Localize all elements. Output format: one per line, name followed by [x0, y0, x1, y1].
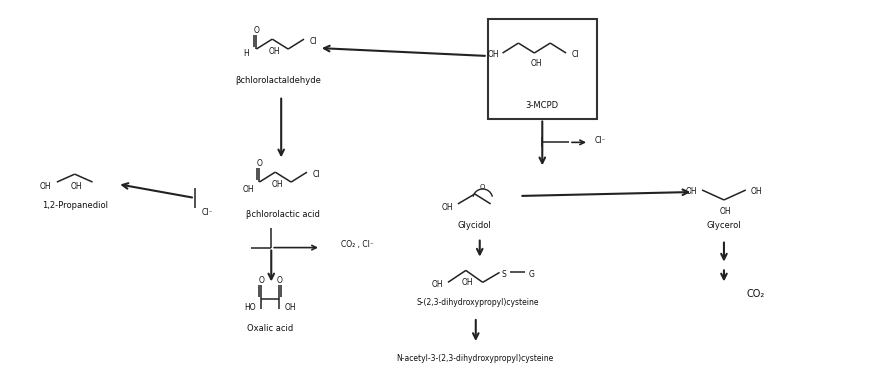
- Text: OH: OH: [462, 278, 473, 287]
- Text: S: S: [501, 270, 505, 279]
- Text: CO₂: CO₂: [746, 289, 764, 299]
- Text: H: H: [244, 49, 249, 57]
- Text: O: O: [276, 276, 282, 285]
- Text: OH: OH: [268, 46, 280, 56]
- Text: OH: OH: [530, 59, 541, 69]
- Text: OH: OH: [719, 207, 731, 216]
- Text: Glycerol: Glycerol: [706, 221, 741, 230]
- Text: OH: OH: [271, 180, 283, 188]
- Text: OH: OH: [284, 303, 296, 312]
- Text: Glycidol: Glycidol: [457, 221, 491, 230]
- Text: βchlorolactic acid: βchlorolactic acid: [246, 210, 320, 219]
- Text: N-acetyl-3-(2,3-dihydroxypropyl)cysteine: N-acetyl-3-(2,3-dihydroxypropyl)cysteine: [396, 354, 553, 363]
- Text: Cl: Cl: [571, 51, 579, 59]
- Text: Oxalic acid: Oxalic acid: [247, 324, 293, 334]
- Text: OH: OH: [431, 280, 442, 289]
- Text: OH: OH: [71, 182, 82, 190]
- Text: Cl: Cl: [309, 37, 316, 46]
- Text: S-(2,3-dihydroxypropyl)cysteine: S-(2,3-dihydroxypropyl)cysteine: [416, 298, 539, 307]
- Text: OH: OH: [243, 185, 254, 193]
- Text: O: O: [258, 276, 264, 285]
- Text: O: O: [253, 26, 259, 35]
- Text: G: G: [528, 270, 533, 279]
- Text: 1,2-Propanediol: 1,2-Propanediol: [42, 201, 107, 210]
- Text: Cl⁻: Cl⁻: [595, 136, 606, 145]
- Text: Cl⁻: Cl⁻: [201, 208, 213, 217]
- Text: OH: OH: [440, 203, 452, 213]
- Text: OH: OH: [750, 188, 762, 196]
- Text: OH: OH: [685, 188, 696, 196]
- Text: O: O: [479, 184, 485, 190]
- Text: βchlorolactaldehyde: βchlorolactaldehyde: [235, 76, 321, 85]
- Text: OH: OH: [40, 182, 51, 190]
- Text: CO₂ , Cl⁻: CO₂ , Cl⁻: [340, 240, 373, 249]
- Text: Cl: Cl: [312, 170, 319, 178]
- Text: O: O: [256, 159, 262, 168]
- Text: OH: OH: [487, 51, 499, 59]
- Bar: [487, 19, 596, 118]
- Text: HO: HO: [245, 303, 256, 312]
- Text: 3-MCPD: 3-MCPD: [525, 101, 558, 110]
